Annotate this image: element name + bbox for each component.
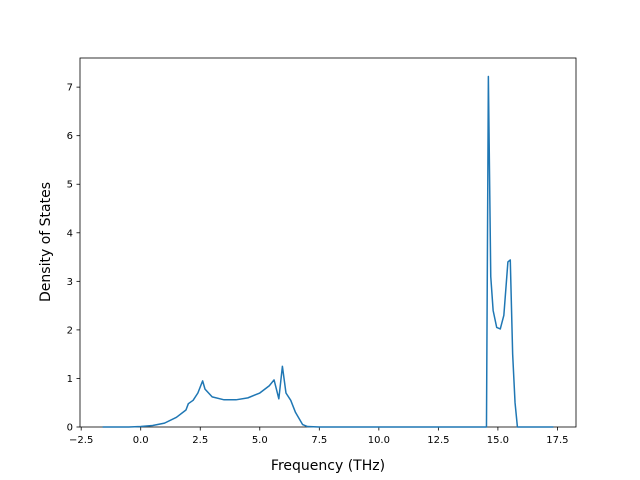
x-tick-label: 5.0 [252, 435, 268, 446]
x-tick-label: 10.0 [368, 435, 390, 446]
y-tick-label: 5 [67, 180, 73, 191]
y-tick-label: 2 [67, 325, 73, 336]
x-tick-label: 7.5 [311, 435, 327, 446]
y-tick-label: 4 [67, 228, 73, 239]
y-tick-label: 1 [67, 374, 73, 385]
x-tick-label: 15.0 [487, 435, 509, 446]
y-tick-label: 6 [67, 131, 73, 142]
plot-frame [79, 57, 577, 428]
x-tick-label: −2.5 [69, 435, 93, 446]
x-tick-label: 2.5 [192, 435, 208, 446]
y-tick-label: 7 [67, 83, 73, 94]
x-tick-label: 0.0 [133, 435, 149, 446]
x-tick-label: 17.5 [546, 435, 568, 446]
y-tick-label: 0 [67, 423, 73, 434]
x-axis-label: Frequency (THz) [271, 458, 385, 474]
dos-line [102, 75, 554, 428]
x-tick-label: 12.5 [427, 435, 449, 446]
y-tick-label: 3 [67, 277, 73, 288]
y-axis-label: Density of States [38, 182, 54, 302]
